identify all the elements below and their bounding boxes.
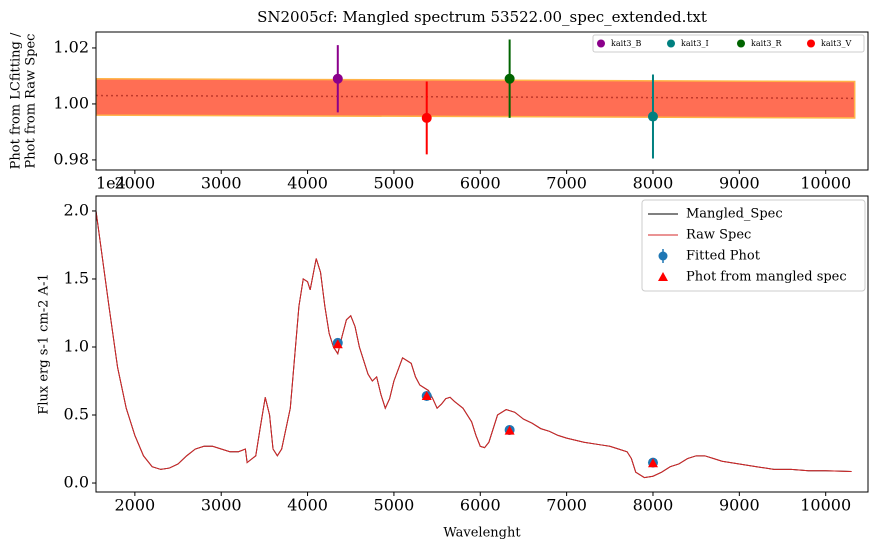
- x-tick-label: 3000: [201, 174, 242, 193]
- phot-marker: [504, 425, 515, 435]
- point: [504, 73, 515, 84]
- x-tick-label: 10000: [800, 174, 851, 193]
- ratio-line: [96, 94, 855, 100]
- y-axis-label: Flux erg s-1 cm-2 A-1: [37, 273, 52, 414]
- x-tick-label: 5000: [374, 496, 415, 515]
- x-tick-label: 2000: [114, 174, 155, 193]
- legend-label: kait3_I: [681, 39, 709, 48]
- legend-marker: [597, 39, 605, 48]
- x-tick-label: 9000: [719, 496, 760, 515]
- y-tick-label: 1.5: [64, 268, 89, 287]
- ratio-band: [96, 77, 856, 119]
- y-axis-label: Phot from Raw Spec: [24, 34, 39, 169]
- x-tick-label: 8000: [633, 496, 674, 515]
- plot-area: [96, 210, 852, 479]
- legend-marker: [658, 272, 668, 281]
- legend-label: Phot from mangled spec: [686, 270, 847, 285]
- y-tick-label: 1.00: [53, 93, 89, 112]
- x-tick-label: 10000: [800, 496, 851, 515]
- spectrum-line: [96, 210, 852, 479]
- legend-box: [641, 199, 866, 292]
- x-tick-label: 5000: [374, 174, 415, 193]
- legend-marker: [737, 39, 745, 48]
- legend-label: kait3_V: [821, 39, 851, 48]
- legend-marker: [658, 251, 668, 261]
- legend-label: Fitted Phot: [686, 249, 761, 264]
- x-axis-label: Wavelenght: [443, 526, 521, 541]
- x-tick-label: 7000: [546, 174, 587, 193]
- plot-area: [96, 39, 856, 159]
- legend-box: [592, 34, 865, 53]
- point: [332, 73, 343, 84]
- axes-frame: [95, 195, 869, 493]
- legend-marker: [807, 39, 815, 48]
- y-axis-label: Phot from LCfitting /: [9, 32, 24, 169]
- x-tick-label: 3000: [201, 496, 242, 515]
- point: [647, 111, 658, 122]
- point: [421, 112, 432, 123]
- legend-marker: [667, 39, 675, 48]
- y-tick-label: 1.0: [64, 336, 89, 355]
- offset-text: 1e4: [96, 174, 126, 193]
- y-tick-label: 0.0: [64, 473, 89, 492]
- legend-label: Raw Spec: [686, 228, 751, 243]
- y-tick-label: 0.98: [53, 149, 89, 168]
- x-tick-label: 2000: [114, 496, 155, 515]
- x-tick-label: 4000: [287, 174, 328, 193]
- legend: Mangled_Spec Raw Spec Fitted Phot Phot from…: [641, 199, 866, 292]
- legend: kait3_B kait3_I kait3_R kait3_V: [592, 34, 865, 53]
- y-tick-label: 2.0: [64, 200, 89, 219]
- y-tick-label: 1.02: [53, 37, 89, 56]
- x-tick-label: 6000: [460, 174, 501, 193]
- x-tick-label: 4000: [287, 496, 328, 515]
- x-tick-label: 6000: [460, 496, 501, 515]
- legend-label: kait3_R: [751, 39, 782, 48]
- axes-frame: [95, 31, 869, 171]
- chart-title: SN2005cf: Mangled spectrum 53522.00_spec…: [257, 8, 707, 26]
- phot-marker: [647, 458, 658, 468]
- x-tick-label: 9000: [719, 174, 760, 193]
- phot-marker: [421, 390, 432, 400]
- y-tick-label: 0.5: [64, 405, 89, 424]
- legend-label: Mangled_Spec: [686, 207, 783, 222]
- phot-marker: [332, 339, 343, 349]
- legend-label: kait3_B: [611, 39, 641, 48]
- x-tick-label: 7000: [546, 496, 587, 515]
- x-tick-label: 8000: [633, 174, 674, 193]
